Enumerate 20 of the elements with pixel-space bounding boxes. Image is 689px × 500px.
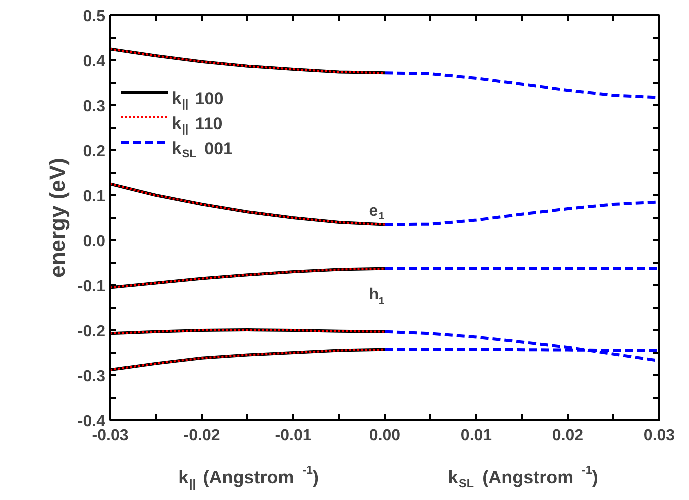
y-axis-title: energy (eV) [44,158,70,278]
legend-label: k|| 100 [172,88,224,110]
legend-label: k|| 110 [172,114,223,136]
x-tick-label: 0.03 [644,428,676,444]
x-tick-label: -0.03 [92,428,129,444]
y-tick-label: 0.5 [83,8,106,26]
y-tick-label: 0.1 [83,188,106,206]
y-tick-label: -0.2 [78,324,106,340]
y-tick-label: 0.0 [83,234,106,250]
y-tick-label: 0.4 [83,54,106,70]
y-tick-label: -0.1 [78,278,106,296]
x-tick-label: -0.01 [275,428,312,444]
y-tick-label: -0.3 [78,368,106,386]
y-tick-label: 0.2 [83,144,106,160]
x-tick-label: 0.00 [369,428,401,444]
x-tick-label: -0.02 [184,428,220,444]
x-tick-label: 0.01 [460,428,492,444]
x-tick-label: 0.02 [552,428,584,444]
y-tick-label: 0.3 [83,98,106,116]
y-tick-label: -0.4 [78,414,106,430]
